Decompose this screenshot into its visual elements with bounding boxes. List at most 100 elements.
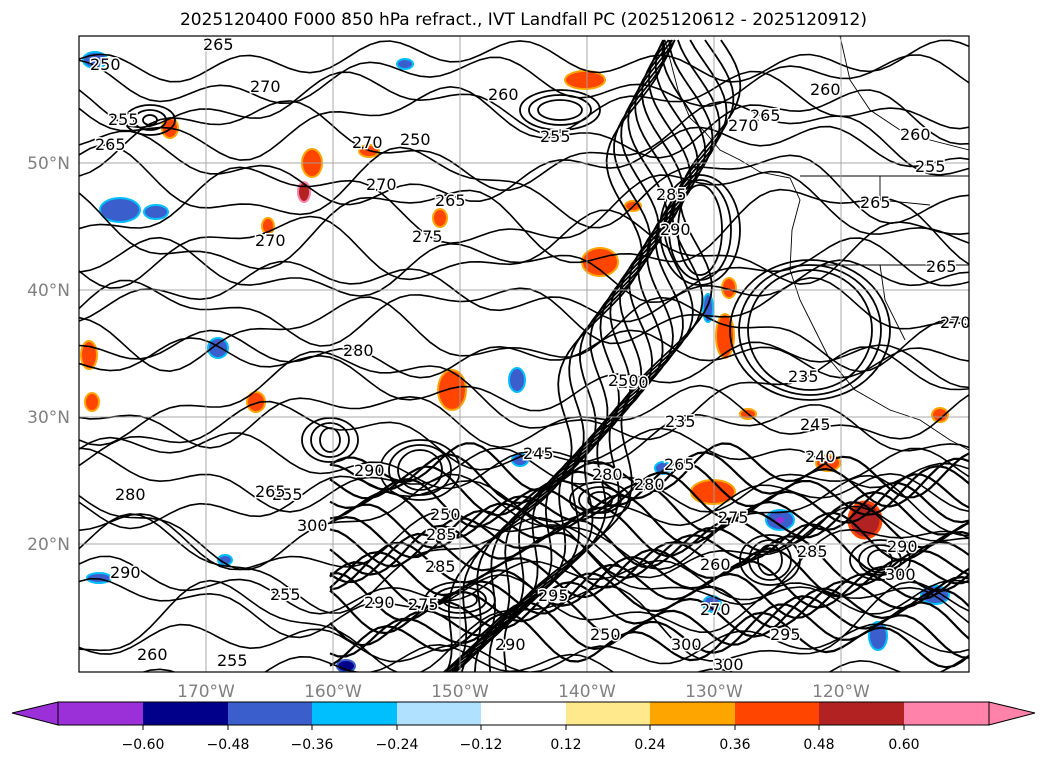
contour-line: [79, 329, 969, 379]
lon-label: 160°W: [304, 682, 362, 702]
map-frame: [78, 35, 970, 673]
contour-label: 245: [523, 444, 554, 463]
colorbar-swatch: [228, 702, 312, 725]
contour-label: 280: [115, 485, 146, 504]
contour-line: [455, 39, 676, 672]
contour-loop: [739, 534, 801, 586]
shade-blob: [437, 369, 467, 411]
contour-line: [79, 125, 969, 206]
contour-line: [79, 144, 969, 229]
lat-label: 50°N: [27, 154, 70, 174]
contour-line: [79, 384, 969, 449]
shade-blob: [508, 367, 526, 393]
contour-line: [503, 39, 742, 672]
contour-line: [79, 400, 969, 471]
contour-line: [443, 39, 699, 672]
shade-blob: [217, 554, 233, 566]
contour-loop: [528, 94, 592, 126]
contour-line: [141, 643, 969, 672]
contour-label: 255: [540, 127, 571, 146]
contour-label: 265: [95, 135, 126, 154]
contour-loop: [133, 109, 167, 131]
contour-label: 280: [592, 465, 623, 484]
lon-label: 150°W: [431, 682, 489, 702]
contour-loop: [757, 544, 783, 576]
shade-blob: [564, 70, 606, 90]
contour-line: [79, 39, 969, 83]
contour-loop: [397, 449, 443, 491]
contour-line: [79, 346, 969, 447]
contour-line: [445, 39, 666, 672]
contour-label: 250: [608, 371, 639, 390]
contour-line: [329, 490, 969, 550]
contour-loop: [748, 539, 792, 581]
colorbar-tick-label: 0.36: [719, 737, 750, 753]
lon-label: 170°W: [177, 682, 235, 702]
contour-label: 265: [860, 193, 891, 212]
contour-label: 290: [495, 635, 526, 654]
contour-labels: 2502652702552652602502702702652752702802…: [89, 36, 970, 674]
colorbar-swatch: [58, 702, 143, 725]
colorbar-tick-label: −0.36: [291, 737, 334, 753]
contour-line: [79, 188, 969, 270]
gridlines: [79, 36, 969, 672]
contour-label: 300: [713, 655, 744, 674]
colorbar-tick-label: 0.24: [634, 737, 665, 753]
contour-loop: [388, 444, 452, 496]
contour-label: 300: [885, 565, 916, 584]
contour-label: 295: [770, 625, 801, 644]
shade-blob: [396, 58, 414, 70]
contour-label: 250: [400, 130, 431, 149]
contour-label: 265: [255, 482, 286, 501]
contour-loop: [659, 174, 741, 286]
contour-label: 255: [217, 651, 248, 670]
contour-label: 275: [412, 227, 443, 246]
contour-label: 280: [634, 475, 665, 494]
contour-loop: [867, 549, 893, 571]
contour-label: 265: [750, 106, 781, 125]
contour-label: 260: [488, 85, 519, 104]
contour-label: 270: [700, 600, 731, 619]
shade-blob: [99, 197, 141, 223]
shade-blob: [654, 461, 672, 475]
colorbar-tick-label: 0.48: [803, 737, 834, 753]
contour-loop: [124, 104, 176, 136]
colorbar-swatch: [312, 702, 397, 725]
contour-line: [329, 611, 969, 669]
map-panel: 2502652702552652602502702702652752702802…: [79, 36, 970, 674]
colorbar-swatch: [566, 702, 650, 725]
contour-line: [329, 471, 969, 528]
shade-blob: [931, 407, 949, 423]
shade-blob: [432, 208, 448, 228]
contour-line: [488, 39, 735, 672]
contour-label: 285: [797, 542, 828, 561]
contour-loop: [569, 481, 631, 519]
contour-line: [79, 513, 969, 614]
colorbar-swatch: [819, 702, 904, 725]
contour-label: 270: [728, 116, 759, 135]
contour-line: [451, 39, 676, 672]
contour-loop: [301, 417, 359, 463]
shade-blob: [776, 517, 784, 523]
contour-label: 260: [137, 645, 168, 664]
colorbar-swatch: [481, 702, 566, 725]
contour-line: [454, 39, 676, 672]
colorbar: −0.60 −0.48 −0.36 −0.24 −0.12 0.12 0.24 …: [11, 701, 1036, 753]
contour-line: [444, 39, 692, 672]
contour-line: [79, 579, 969, 672]
lat-label: 30°N: [27, 408, 70, 428]
contour-loop: [747, 269, 873, 391]
lat-label: 40°N: [27, 281, 70, 301]
contour-label: 290: [364, 593, 395, 612]
colorbar-tick-label: −0.12: [460, 737, 503, 753]
lon-label: 130°W: [685, 682, 743, 702]
contour-label: 280: [343, 341, 374, 360]
contour-label: 290: [354, 461, 385, 480]
contour-loop: [142, 114, 158, 126]
contour-line: [447, 39, 684, 672]
contour-label: 270: [366, 175, 397, 194]
figure-title: 2025120400 F000 850 hPa refract., IVT La…: [179, 10, 867, 30]
contour-loop: [729, 259, 891, 401]
contour-line: [79, 54, 969, 107]
